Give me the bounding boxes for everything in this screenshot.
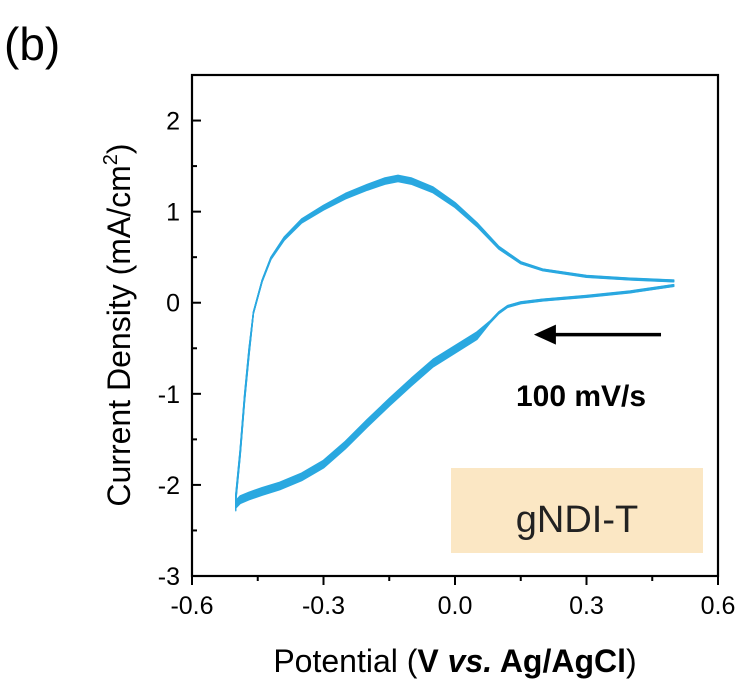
cv-curves [235,174,675,512]
cv-cycle-line [235,178,675,509]
cv-cycle-line [235,177,675,508]
y-axis-label: Current Density (mA/cm2) [100,143,137,506]
legend-box: gNDI-T [451,468,703,553]
x-axis-label: Potential (V vs. Ag/AgCl) [273,643,636,679]
cv-cycle-line [235,175,675,505]
x-tick-label: -0.6 [170,592,213,620]
cv-cycle-line [235,175,675,506]
x-axis-label-vs: vs. [448,643,492,679]
x-tick-label: 0.6 [701,592,736,620]
legend-label: gNDI-T [516,499,638,541]
cv-cycle-line [235,176,675,507]
y-tick-label: 2 [166,108,180,136]
x-tick-label: 0.0 [438,592,473,620]
cv-cycle-line [235,178,675,509]
arrow-head-icon [533,324,556,345]
x-axis-label-pre: Potential ( [273,643,417,679]
y-tick-label: -1 [158,381,180,409]
y-axis-label-post: ) [101,143,137,154]
y-tick-label: 1 [166,199,180,227]
x-axis: -0.6 -0.3 0.0 0.3 0.6 [170,576,735,620]
y-axis-label-unit: mA/cm [101,165,137,265]
y-tick-label: 0 [166,290,180,318]
cv-cycle-line [235,179,675,510]
x-tick-label: -0.3 [302,592,345,620]
y-axis-label-pre: Current Density ( [101,264,137,506]
x-axis-label-post: ) [626,643,637,679]
cv-cycle-line [235,174,675,504]
y-axis: -3 -2 -1 0 1 2 [158,108,201,591]
scan-rate-label: 100 mV/s [516,380,646,413]
y-tick-label: -2 [158,472,180,500]
legend-background [451,468,703,553]
x-axis-label-ref: Ag/AgCl [492,643,626,679]
cv-cycle-line [235,180,675,512]
y-axis-label-sup: 2 [100,154,122,165]
panel-label: (b) [4,18,60,70]
scan-rate-annotation: 100 mV/s [516,324,662,413]
x-tick-label: 0.3 [569,592,604,620]
y-tick-label: -3 [158,563,180,591]
x-axis-label-unit: V [417,643,447,679]
